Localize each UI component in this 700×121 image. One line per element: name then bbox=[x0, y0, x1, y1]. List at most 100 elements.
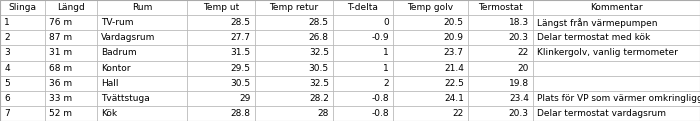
Text: 76 m: 76 m bbox=[49, 18, 72, 27]
Text: 68 m: 68 m bbox=[49, 64, 72, 73]
Text: 0: 0 bbox=[383, 18, 389, 27]
Text: 28.5: 28.5 bbox=[309, 18, 329, 27]
Text: 23.4: 23.4 bbox=[509, 94, 528, 103]
Text: 7: 7 bbox=[4, 109, 10, 118]
Text: 87 m: 87 m bbox=[49, 33, 72, 42]
Bar bbox=[393, 76, 468, 91]
Bar bbox=[533, 60, 700, 76]
Bar bbox=[393, 91, 468, 106]
Text: 30.5: 30.5 bbox=[231, 79, 251, 88]
Text: 23.7: 23.7 bbox=[444, 48, 464, 57]
Bar bbox=[333, 0, 393, 15]
Bar bbox=[45, 76, 97, 91]
Bar bbox=[255, 106, 333, 121]
Bar bbox=[255, 60, 333, 76]
Text: 20.3: 20.3 bbox=[509, 33, 528, 42]
Bar bbox=[0, 91, 45, 106]
Text: 22: 22 bbox=[452, 109, 464, 118]
Bar bbox=[187, 15, 255, 30]
Bar bbox=[187, 76, 255, 91]
Text: Tvättstuga: Tvättstuga bbox=[102, 94, 150, 103]
Bar bbox=[533, 106, 700, 121]
Text: 3: 3 bbox=[4, 48, 10, 57]
Bar bbox=[468, 30, 533, 45]
Bar bbox=[255, 15, 333, 30]
Bar bbox=[97, 106, 187, 121]
Text: 28.2: 28.2 bbox=[309, 94, 329, 103]
Bar bbox=[187, 91, 255, 106]
Bar bbox=[97, 60, 187, 76]
Bar bbox=[187, 30, 255, 45]
Text: TV-rum: TV-rum bbox=[102, 18, 134, 27]
Text: 33 m: 33 m bbox=[49, 94, 72, 103]
Text: Delar termostat vardagsrum: Delar termostat vardagsrum bbox=[537, 109, 666, 118]
Bar bbox=[393, 0, 468, 15]
Bar bbox=[533, 30, 700, 45]
Text: Längd: Längd bbox=[57, 3, 85, 12]
Bar bbox=[97, 15, 187, 30]
Bar bbox=[45, 15, 97, 30]
Text: -0.9: -0.9 bbox=[371, 33, 388, 42]
Bar bbox=[97, 76, 187, 91]
Text: 1: 1 bbox=[383, 64, 389, 73]
Bar bbox=[255, 91, 333, 106]
Text: 22.5: 22.5 bbox=[444, 79, 464, 88]
Text: Längst från värmepumpen: Längst från värmepumpen bbox=[537, 18, 658, 28]
Bar bbox=[0, 76, 45, 91]
Text: 1: 1 bbox=[4, 18, 10, 27]
Text: Vardagsrum: Vardagsrum bbox=[102, 33, 155, 42]
Text: 1: 1 bbox=[383, 48, 389, 57]
Bar bbox=[45, 60, 97, 76]
Text: -0.8: -0.8 bbox=[371, 109, 388, 118]
Bar bbox=[45, 30, 97, 45]
Bar bbox=[187, 60, 255, 76]
Bar bbox=[187, 106, 255, 121]
Text: 36 m: 36 m bbox=[49, 79, 72, 88]
Bar bbox=[393, 45, 468, 60]
Bar bbox=[533, 76, 700, 91]
Bar bbox=[393, 15, 468, 30]
Bar bbox=[393, 106, 468, 121]
Text: Delar termostat med kök: Delar termostat med kök bbox=[537, 33, 650, 42]
Bar bbox=[0, 60, 45, 76]
Text: 4: 4 bbox=[4, 64, 10, 73]
Bar bbox=[333, 76, 393, 91]
Text: Badrum: Badrum bbox=[102, 48, 136, 57]
Bar bbox=[97, 30, 187, 45]
Text: 26.8: 26.8 bbox=[309, 33, 329, 42]
Bar bbox=[393, 30, 468, 45]
Bar bbox=[333, 60, 393, 76]
Text: 27.7: 27.7 bbox=[231, 33, 251, 42]
Bar bbox=[533, 91, 700, 106]
Text: 5: 5 bbox=[4, 79, 10, 88]
Text: Temp ut: Temp ut bbox=[203, 3, 239, 12]
Bar bbox=[468, 76, 533, 91]
Text: Termostat: Termostat bbox=[478, 3, 523, 12]
Bar bbox=[255, 0, 333, 15]
Bar bbox=[255, 30, 333, 45]
Text: Rum: Rum bbox=[132, 3, 152, 12]
Text: T-delta: T-delta bbox=[348, 3, 379, 12]
Bar bbox=[333, 15, 393, 30]
Bar bbox=[0, 0, 45, 15]
Bar bbox=[333, 91, 393, 106]
Bar bbox=[333, 30, 393, 45]
Text: 22: 22 bbox=[517, 48, 528, 57]
Bar bbox=[468, 60, 533, 76]
Text: 31.5: 31.5 bbox=[231, 48, 251, 57]
Bar bbox=[45, 0, 97, 15]
Bar bbox=[533, 45, 700, 60]
Text: 20.3: 20.3 bbox=[509, 109, 528, 118]
Bar bbox=[468, 45, 533, 60]
Bar bbox=[468, 0, 533, 15]
Text: 20.5: 20.5 bbox=[444, 18, 464, 27]
Text: 28.8: 28.8 bbox=[231, 109, 251, 118]
Text: 52 m: 52 m bbox=[49, 109, 72, 118]
Bar bbox=[393, 60, 468, 76]
Bar bbox=[97, 91, 187, 106]
Text: 28.5: 28.5 bbox=[231, 18, 251, 27]
Text: Kontor: Kontor bbox=[102, 64, 131, 73]
Text: Slinga: Slinga bbox=[8, 3, 36, 12]
Bar bbox=[45, 91, 97, 106]
Text: 29: 29 bbox=[239, 94, 251, 103]
